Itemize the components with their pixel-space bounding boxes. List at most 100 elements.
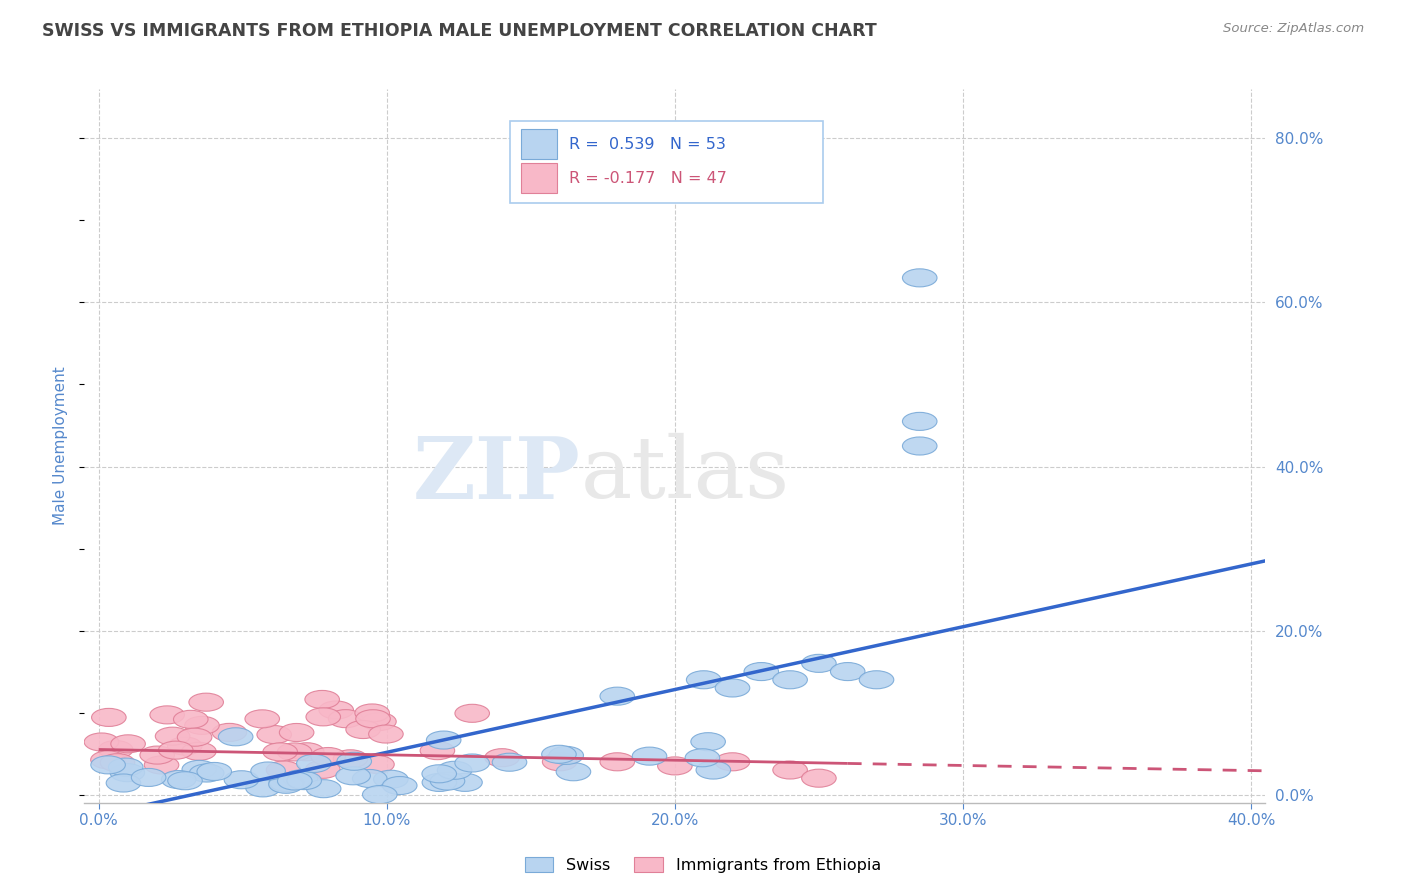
Ellipse shape <box>859 671 894 689</box>
Ellipse shape <box>422 764 457 783</box>
Ellipse shape <box>167 737 202 755</box>
Ellipse shape <box>716 679 749 697</box>
Ellipse shape <box>658 757 692 775</box>
Ellipse shape <box>177 728 212 747</box>
Ellipse shape <box>354 704 389 722</box>
Ellipse shape <box>541 745 576 764</box>
Ellipse shape <box>91 708 127 726</box>
Ellipse shape <box>145 756 179 774</box>
Ellipse shape <box>600 753 634 771</box>
Ellipse shape <box>307 780 340 797</box>
Ellipse shape <box>280 723 314 741</box>
Ellipse shape <box>218 728 253 746</box>
Ellipse shape <box>181 742 217 760</box>
Ellipse shape <box>250 762 285 780</box>
Ellipse shape <box>346 721 381 739</box>
Ellipse shape <box>297 755 332 772</box>
Ellipse shape <box>84 733 118 751</box>
Ellipse shape <box>90 751 125 769</box>
Ellipse shape <box>353 770 387 788</box>
Ellipse shape <box>903 437 936 455</box>
Ellipse shape <box>197 763 232 780</box>
Ellipse shape <box>162 771 195 789</box>
Ellipse shape <box>831 663 865 681</box>
Ellipse shape <box>173 710 208 729</box>
Text: R =  0.539   N = 53: R = 0.539 N = 53 <box>568 136 725 152</box>
Ellipse shape <box>245 710 280 728</box>
Ellipse shape <box>744 663 779 681</box>
Ellipse shape <box>685 748 720 767</box>
Ellipse shape <box>98 740 134 758</box>
Ellipse shape <box>131 768 166 787</box>
Ellipse shape <box>311 747 346 765</box>
Ellipse shape <box>337 752 371 771</box>
Ellipse shape <box>100 754 135 772</box>
Ellipse shape <box>108 758 143 776</box>
Ellipse shape <box>456 705 489 723</box>
Ellipse shape <box>212 723 246 741</box>
Ellipse shape <box>277 772 312 790</box>
Ellipse shape <box>690 732 725 751</box>
Ellipse shape <box>557 763 591 780</box>
Ellipse shape <box>773 761 807 779</box>
Text: Source: ZipAtlas.com: Source: ZipAtlas.com <box>1223 22 1364 36</box>
Ellipse shape <box>686 671 721 689</box>
Ellipse shape <box>600 687 634 706</box>
Ellipse shape <box>801 769 837 788</box>
Ellipse shape <box>111 735 145 753</box>
Ellipse shape <box>246 779 280 797</box>
Bar <box>522 129 557 159</box>
Ellipse shape <box>181 760 217 779</box>
Ellipse shape <box>184 716 219 734</box>
Ellipse shape <box>141 746 174 764</box>
Ellipse shape <box>420 741 454 760</box>
Ellipse shape <box>492 753 527 772</box>
Ellipse shape <box>382 777 418 795</box>
Ellipse shape <box>485 748 519 767</box>
Ellipse shape <box>374 770 408 789</box>
Ellipse shape <box>307 708 340 726</box>
Ellipse shape <box>188 693 224 711</box>
Ellipse shape <box>543 753 576 771</box>
Ellipse shape <box>356 710 391 728</box>
Ellipse shape <box>305 760 340 779</box>
Ellipse shape <box>447 773 482 791</box>
Ellipse shape <box>257 725 291 744</box>
Text: R = -0.177   N = 47: R = -0.177 N = 47 <box>568 171 727 186</box>
Ellipse shape <box>263 743 298 761</box>
Ellipse shape <box>266 761 301 779</box>
Y-axis label: Male Unemployment: Male Unemployment <box>53 367 69 525</box>
Ellipse shape <box>155 727 190 745</box>
Ellipse shape <box>368 725 404 743</box>
Ellipse shape <box>91 756 125 774</box>
Ellipse shape <box>422 773 457 791</box>
Text: SWISS VS IMMIGRANTS FROM ETHIOPIA MALE UNEMPLOYMENT CORRELATION CHART: SWISS VS IMMIGRANTS FROM ETHIOPIA MALE U… <box>42 22 877 40</box>
Ellipse shape <box>287 772 322 789</box>
Ellipse shape <box>110 764 145 781</box>
Ellipse shape <box>360 756 394 773</box>
Ellipse shape <box>159 741 193 759</box>
Ellipse shape <box>801 655 837 673</box>
Text: ZIP: ZIP <box>412 433 581 516</box>
Ellipse shape <box>903 268 936 287</box>
Ellipse shape <box>633 747 666 765</box>
Legend: Swiss, Immigrants from Ethiopia: Swiss, Immigrants from Ethiopia <box>519 851 887 880</box>
Ellipse shape <box>363 786 396 804</box>
Ellipse shape <box>190 764 224 782</box>
Ellipse shape <box>269 773 304 791</box>
Ellipse shape <box>426 731 461 749</box>
FancyBboxPatch shape <box>509 121 823 203</box>
Ellipse shape <box>456 754 489 772</box>
Ellipse shape <box>305 690 339 708</box>
Ellipse shape <box>167 772 202 789</box>
Ellipse shape <box>437 761 472 780</box>
Ellipse shape <box>150 706 184 724</box>
Ellipse shape <box>696 761 731 779</box>
Ellipse shape <box>269 775 304 793</box>
Ellipse shape <box>548 747 583 764</box>
Ellipse shape <box>290 743 323 761</box>
Ellipse shape <box>329 710 363 728</box>
Ellipse shape <box>277 743 312 761</box>
Ellipse shape <box>773 671 807 689</box>
Ellipse shape <box>903 412 936 431</box>
